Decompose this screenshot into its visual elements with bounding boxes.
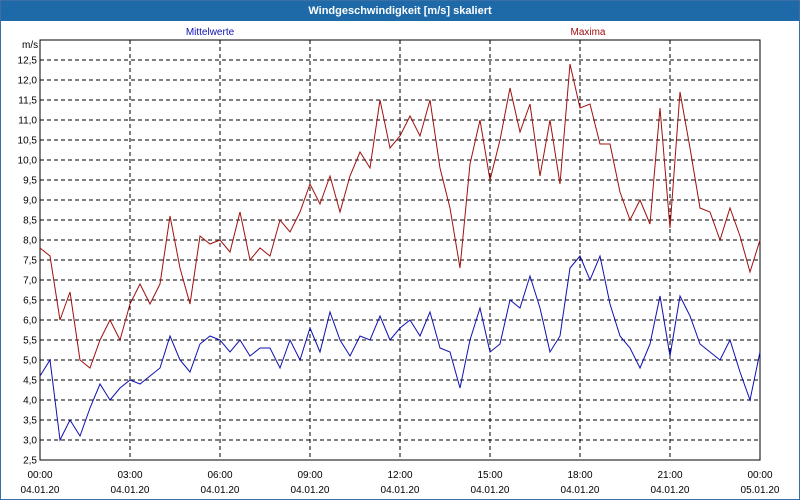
series-layer — [39, 63, 761, 442]
y-tick-label: 11,5 — [18, 96, 37, 107]
series-line-maxima — [39, 63, 761, 369]
x-tick-time: 06:00 — [207, 470, 232, 481]
y-tick-label: 3,5 — [23, 416, 37, 427]
y-tick-label: 4,0 — [23, 396, 37, 407]
series-line-mittelwerte — [39, 254, 761, 442]
x-tick-time: 00:00 — [27, 470, 52, 481]
y-tick-label: 9,0 — [23, 196, 37, 207]
x-tick-time: 09:00 — [297, 470, 322, 481]
x-tick-time: 00:00 — [747, 470, 772, 481]
y-tick-label: 10,5 — [18, 136, 38, 147]
chart-grid — [40, 40, 760, 460]
y-tick-label: 11,0 — [18, 116, 37, 127]
x-tick-date: 04.01.20 — [111, 485, 150, 496]
x-tick-time: 12:00 — [387, 470, 412, 481]
y-tick-label: 7,0 — [23, 276, 37, 287]
y-tick-label: 12,5 — [18, 56, 38, 67]
y-tick-label: 4,5 — [23, 376, 37, 387]
y-tick-label: 12,0 — [18, 76, 38, 87]
x-tick-date: 05.01.20 — [741, 485, 780, 496]
x-tick-date: 04.01.20 — [201, 485, 240, 496]
window-title: Windgeschwindigkeit [m/s] skaliert — [1, 1, 799, 21]
x-tick-date: 04.01.20 — [651, 485, 690, 496]
y-axis-unit-label: m/s — [22, 40, 38, 51]
y-tick-label: 3,0 — [23, 436, 37, 447]
y-tick-label: 5,0 — [23, 356, 37, 367]
y-tick-label: 10,0 — [18, 156, 38, 167]
x-tick-date: 04.01.20 — [381, 485, 420, 496]
legend-mittelwerte: Mittelwerte — [186, 27, 235, 38]
x-tick-time: 15:00 — [477, 470, 502, 481]
x-tick-date: 04.01.20 — [471, 485, 510, 496]
x-tick-date: 04.01.20 — [291, 485, 330, 496]
plot-area-frame — [39, 39, 761, 461]
y-tick-label: 5,5 — [23, 336, 37, 347]
legend-maxima: Maxima — [570, 27, 605, 38]
x-tick-date: 04.01.20 — [21, 485, 60, 496]
x-tick-date: 04.01.20 — [561, 485, 600, 496]
y-tick-label: 7,5 — [23, 256, 37, 267]
x-tick-time: 18:00 — [567, 470, 592, 481]
x-tick-time: 21:00 — [657, 470, 682, 481]
y-tick-label: 6,0 — [23, 316, 37, 327]
y-tick-label: 9,5 — [23, 176, 37, 187]
y-tick-label: 2,5 — [23, 456, 37, 467]
x-tick-labels: 00:00 04.01.20 03:00 04.01.20 06:00 04.01.20 0… — [21, 470, 780, 496]
x-tick-time: 03:00 — [117, 470, 142, 481]
y-tick-label: 6,5 — [23, 296, 37, 307]
y-tick-label: 8,5 — [23, 216, 37, 227]
y-tick-labels: 2,5 3,0 3,5 4,0 4,5 5,0 5,5 6,0 6,5 7,0 7,5 8,0 8,5 9… — [18, 56, 38, 467]
y-tick-label: 8,0 — [23, 236, 37, 247]
